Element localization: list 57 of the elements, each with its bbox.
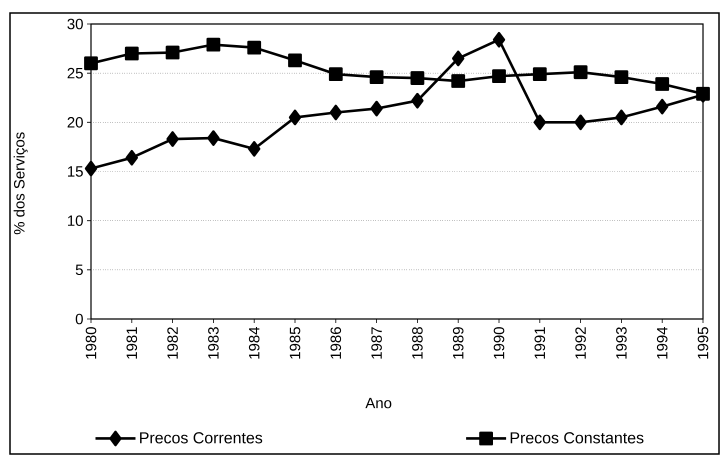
- point: [370, 100, 383, 116]
- x-tick-label: 1989: [452, 327, 464, 359]
- y-tick-label: 5: [76, 264, 83, 276]
- x-tick-label: 1993: [616, 327, 627, 359]
- point: [656, 98, 668, 114]
- point: [452, 50, 464, 66]
- point: [328, 67, 343, 82]
- x-tick-label: 1995: [698, 327, 708, 359]
- point: [574, 114, 587, 130]
- point: [534, 114, 546, 130]
- x-tick-label: 1992: [575, 327, 586, 359]
- x-tick-label: 1988: [412, 327, 423, 359]
- point: [166, 131, 179, 147]
- x-axis-title: Ano: [365, 398, 392, 408]
- point: [532, 67, 547, 82]
- x-tick-label: 1983: [208, 327, 219, 359]
- x-tick-label: 1985: [290, 327, 300, 359]
- point: [124, 46, 139, 60]
- x-tick-label: 1994: [656, 326, 668, 359]
- point: [247, 40, 262, 54]
- y-tick-label: 20: [68, 117, 83, 128]
- point: [126, 150, 138, 166]
- y-axis-title: % dos Serviços: [14, 132, 28, 234]
- x-tick-label: 1984: [248, 326, 260, 359]
- x-tick-label: 1980: [86, 327, 96, 359]
- y-tick-label: 30: [67, 18, 83, 30]
- point: [288, 110, 302, 126]
- point: [574, 65, 588, 80]
- x-tick-label: 1986: [330, 327, 342, 359]
- y-tick-label: 25: [68, 68, 83, 78]
- point: [411, 92, 424, 108]
- point: [370, 70, 384, 84]
- point: [166, 46, 180, 60]
- x-tick-label: 1990: [494, 327, 504, 359]
- y-tick-label: 0: [76, 314, 83, 324]
- point: [614, 70, 628, 84]
- x-tick-label: 1991: [534, 327, 546, 359]
- legend-label: Precos Correntes: [140, 432, 262, 444]
- point: [492, 32, 506, 48]
- point: [288, 53, 302, 68]
- point: [206, 38, 220, 52]
- y-tick-label: 15: [68, 166, 83, 177]
- point: [492, 69, 506, 84]
- point: [84, 56, 98, 70]
- point: [410, 71, 424, 85]
- x-tick-label: 1981: [126, 327, 138, 359]
- legend-label: Precos Constantes: [510, 432, 644, 444]
- x-tick-label: 1987: [371, 327, 382, 359]
- point: [655, 77, 670, 91]
- point: [248, 141, 260, 157]
- y-tick-label: 10: [68, 215, 83, 226]
- point: [84, 160, 98, 176]
- point: [615, 110, 628, 126]
- point: [451, 74, 466, 88]
- point: [330, 104, 342, 120]
- x-tick-label: 1982: [167, 327, 178, 359]
- point: [207, 130, 220, 146]
